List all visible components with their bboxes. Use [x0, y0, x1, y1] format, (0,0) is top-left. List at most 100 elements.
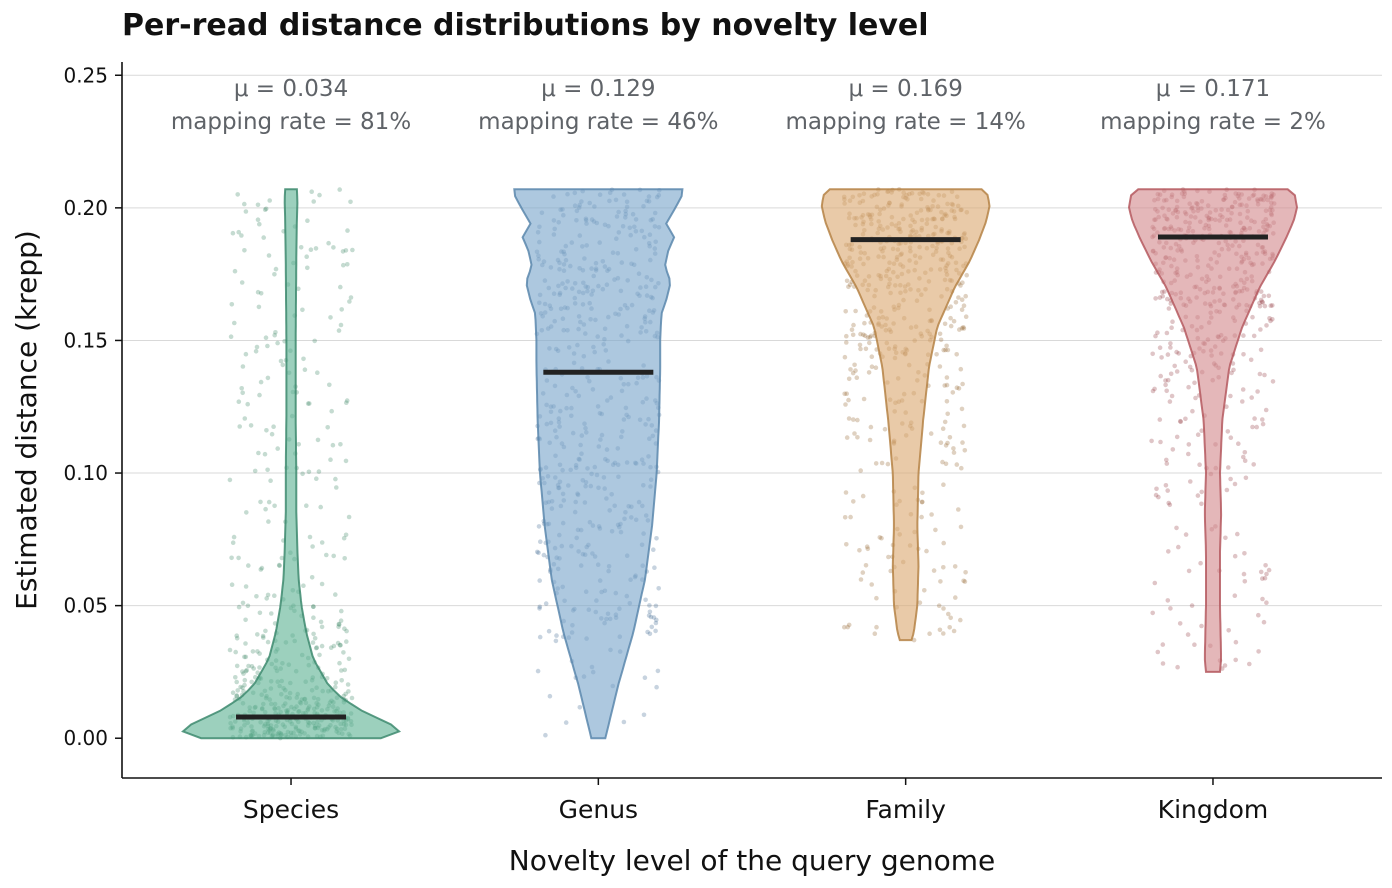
data-point: [272, 593, 277, 598]
data-point: [326, 240, 331, 246]
data-point: [1250, 314, 1255, 320]
data-point: [543, 732, 548, 738]
data-point: [941, 540, 946, 546]
data-point: [1168, 341, 1173, 346]
data-point: [858, 468, 863, 473]
data-point: [1154, 486, 1159, 492]
data-point: [311, 604, 316, 609]
data-point: [1166, 306, 1172, 311]
data-point: [1263, 563, 1268, 568]
data-point: [266, 253, 272, 258]
data-point: [1266, 567, 1272, 573]
data-point: [960, 381, 965, 387]
data-point: [239, 280, 245, 285]
data-point: [942, 321, 948, 327]
data-point: [242, 654, 247, 660]
data-point: [234, 679, 239, 685]
data-point: [844, 435, 850, 440]
data-point: [1249, 395, 1254, 400]
data-point: [874, 595, 879, 601]
data-point: [244, 510, 249, 515]
data-point: [1264, 571, 1269, 577]
data-point: [243, 351, 249, 357]
data-point: [842, 624, 847, 630]
data-point: [1186, 451, 1191, 457]
data-point: [1264, 323, 1269, 328]
data-point: [265, 592, 271, 598]
mean-annotation: μ = 0.169: [848, 76, 962, 102]
data-point: [931, 568, 937, 573]
data-point: [319, 581, 325, 587]
data-point: [961, 326, 967, 331]
data-point: [964, 272, 969, 278]
data-point: [1157, 295, 1163, 300]
data-point: [300, 471, 305, 477]
data-point: [956, 386, 962, 391]
data-point: [338, 618, 344, 623]
data-point: [255, 289, 261, 295]
data-point: [278, 358, 284, 364]
mapping-rate-annotation: mapping rate = 14%: [786, 109, 1026, 135]
data-point: [848, 514, 853, 520]
data-point: [338, 322, 344, 328]
data-point: [328, 645, 334, 650]
data-point: [862, 320, 867, 326]
data-point: [1270, 303, 1275, 308]
data-point: [344, 400, 349, 406]
data-point: [1270, 317, 1275, 322]
data-point: [941, 482, 946, 488]
data-point: [316, 469, 322, 474]
data-point: [259, 565, 265, 571]
data-point: [886, 554, 891, 560]
data-point: [240, 390, 245, 396]
data-point: [327, 382, 332, 388]
data-point: [263, 335, 269, 341]
data-point: [1166, 549, 1171, 554]
data-point: [1235, 531, 1240, 537]
data-point: [341, 650, 346, 655]
data-point: [554, 633, 559, 638]
data-point: [1199, 489, 1204, 495]
data-point: [265, 467, 270, 473]
data-point: [234, 663, 240, 669]
data-point: [920, 490, 925, 496]
data-point: [249, 679, 254, 685]
data-point: [298, 245, 304, 250]
data-point: [1193, 395, 1198, 401]
data-point: [869, 582, 874, 587]
data-point: [311, 604, 316, 609]
data-point: [654, 684, 659, 690]
data-point: [254, 344, 260, 350]
data-point: [1172, 363, 1177, 369]
data-point: [943, 443, 949, 448]
data-point: [861, 396, 867, 402]
annotations: μ = 0.034 mapping rate = 81% μ = 0.129 mapp…: [171, 76, 1326, 135]
data-point: [888, 568, 893, 574]
data-point: [1186, 384, 1191, 390]
data-point: [1186, 568, 1192, 574]
data-point: [537, 634, 543, 640]
data-point: [869, 354, 875, 360]
data-point: [338, 642, 343, 648]
data-point: [648, 614, 654, 620]
data-point: [315, 370, 320, 376]
data-point: [1264, 600, 1269, 605]
data-point: [653, 620, 659, 626]
data-point: [868, 424, 874, 430]
data-point: [941, 606, 946, 611]
data-point: [860, 493, 866, 499]
data-point: [272, 332, 278, 338]
data-point: [538, 539, 543, 544]
data-point: [646, 613, 652, 618]
data-point: [1262, 303, 1268, 309]
data-point: [252, 468, 258, 474]
data-point: [1192, 642, 1197, 647]
data-point: [1150, 388, 1156, 394]
data-point: [577, 705, 583, 710]
data-point: [239, 386, 244, 391]
data-point: [1233, 657, 1238, 663]
data-point: [642, 675, 648, 680]
data-point: [645, 629, 650, 635]
data-point: [1178, 418, 1183, 424]
